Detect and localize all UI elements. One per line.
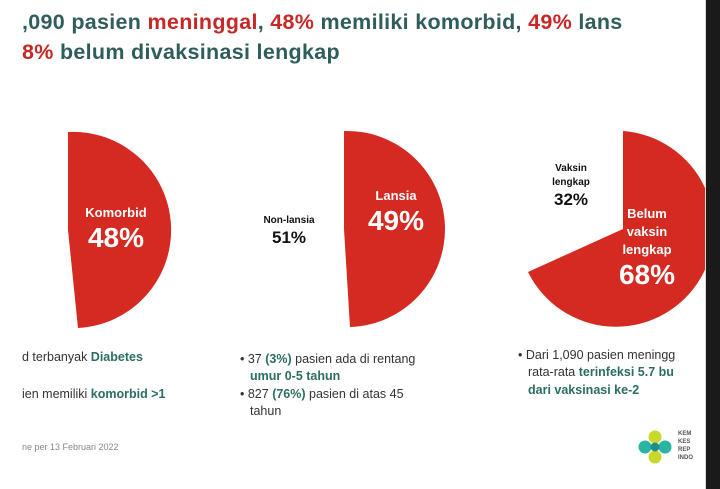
bullet-text: tahun	[250, 404, 282, 418]
title-text: lans	[572, 10, 623, 34]
title-text: memiliki komorbid,	[314, 10, 529, 34]
bullet-highlight: Diabetes	[90, 350, 143, 364]
belum-vaksin-label: Belum vaksin lengkap 68%	[603, 205, 691, 291]
bullet-text: • 37	[240, 352, 266, 366]
bullet-text: • 827	[240, 387, 273, 401]
title-highlight: 48%	[270, 10, 315, 34]
bullet-highlight: umur 0-5 tahun	[250, 369, 341, 383]
bullet-text: rata-rata	[528, 365, 579, 379]
logo-text: KEM KES REP INDO	[678, 430, 693, 462]
vaksin-lengkap-value: 32%	[553, 190, 589, 209]
slide-title-line-2: 8% belum divaksinasi lengkap	[22, 40, 340, 65]
title-text: ,	[257, 10, 271, 34]
bullet-line: umur 0-5 tahun	[250, 367, 340, 385]
bullet-highlight: terinfeksi 5.7 bu	[578, 365, 674, 379]
title-text: ,090 pasien	[22, 10, 148, 34]
pie-slice-komorbid	[68, 131, 172, 328]
logo-text-line: KEM	[678, 431, 692, 437]
belum-vaksin-label-text: Belum	[627, 206, 667, 221]
bullet-line: dari vaksinasi ke-2	[528, 381, 639, 399]
vaksin-lengkap-label-text: Vaksin	[555, 163, 587, 174]
belum-vaksin-label-text: vaksin	[626, 224, 668, 239]
kemenkes-logo-icon	[638, 430, 672, 464]
title-highlight: 49%	[528, 10, 573, 34]
non-lansia-label-text: Non-lansia	[263, 215, 315, 226]
lansia-label: Lansia 49%	[356, 187, 436, 237]
vaksin-lengkap-label: Vaksin lengkap 32%	[536, 162, 606, 210]
logo-text-line: KES	[678, 439, 691, 445]
title-text: belum divaksinasi lengkap	[53, 40, 340, 64]
bullet-line: ien memiliki komorbid >1	[22, 385, 165, 403]
belum-vaksin-value: 68%	[618, 259, 676, 290]
pie-slice-belum-vaksin	[528, 131, 714, 327]
source-footnote: ne per 13 Februari 2022	[22, 442, 119, 452]
non-lansia-label: Non-lansia 51%	[254, 214, 324, 248]
bullet-text: ien memiliki	[22, 387, 91, 401]
lansia-label-text: Lansia	[375, 188, 417, 203]
bullet-line: • 37 (3%) pasien ada di rentang	[240, 350, 415, 368]
bullet-highlight: (3%)	[265, 352, 292, 366]
bullet-line: • 827 (76%) pasien di atas 45	[240, 385, 404, 403]
bullet-highlight: komorbid >1	[90, 387, 166, 401]
bullet-text: • Dari 1,090 pasien meningg	[518, 348, 676, 362]
title-highlight: 8%	[22, 40, 54, 64]
komorbid-label: Komorbid 48%	[76, 204, 156, 254]
bullet-text: pasien ada di rentang	[291, 352, 416, 366]
vaksin-lengkap-label-text: lengkap	[552, 177, 590, 188]
bullet-text: d terbanyak	[22, 350, 91, 364]
bullet-line: d terbanyak Diabetes	[22, 348, 143, 366]
bullet-line: tahun	[250, 402, 281, 420]
screen-edge	[706, 0, 720, 489]
slide-title-line-1: ,090 pasien meninggal, 48% memiliki komo…	[22, 10, 623, 35]
bullet-highlight: (76%)	[272, 387, 306, 401]
komorbid-label-text: Komorbid	[85, 205, 147, 220]
non-lansia-value: 51%	[271, 228, 307, 247]
bullet-line: rata-rata terinfeksi 5.7 bu	[528, 363, 674, 381]
logo-text-line: INDO	[678, 455, 693, 461]
bullet-highlight: dari vaksinasi ke-2	[528, 383, 640, 397]
komorbid-value: 48%	[87, 222, 145, 253]
lansia-value: 49%	[367, 205, 425, 236]
title-highlight: meninggal	[147, 10, 258, 34]
bullet-text: pasien di atas 45	[305, 387, 404, 401]
belum-vaksin-label-text: lengkap	[622, 242, 672, 257]
logo-text-line: REP	[678, 447, 691, 453]
bullet-line: • Dari 1,090 pasien meningg	[518, 346, 675, 364]
pie-slice-lansia	[344, 130, 445, 327]
